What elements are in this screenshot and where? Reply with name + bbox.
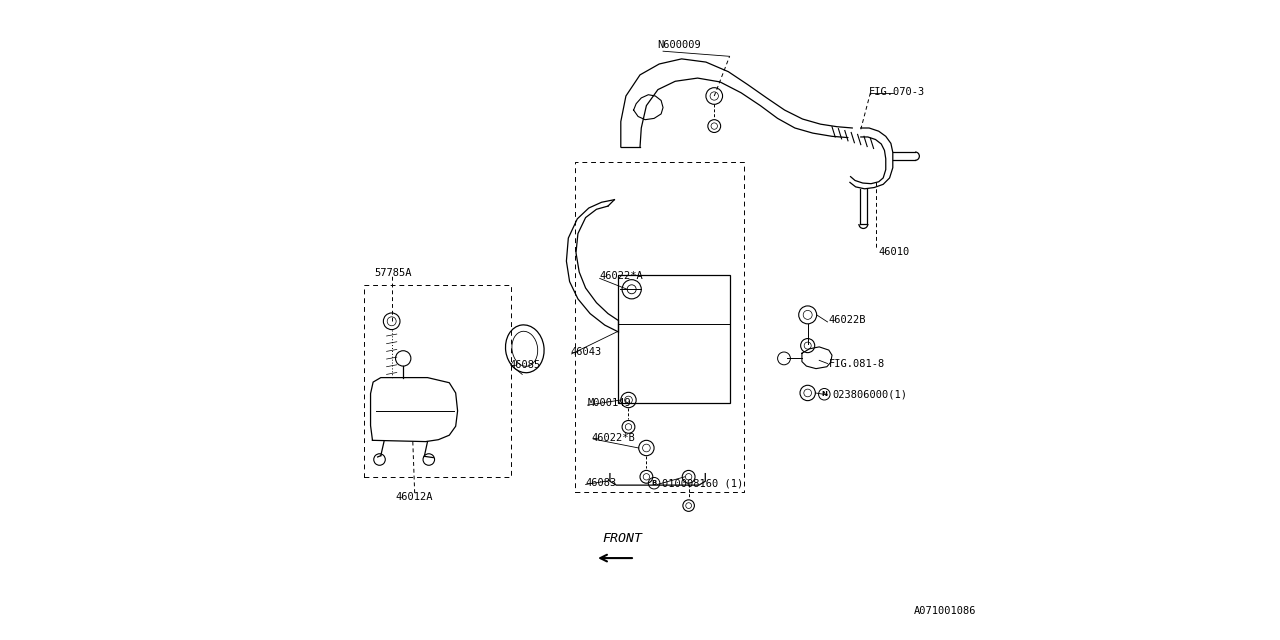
Text: 57785A: 57785A xyxy=(374,268,412,278)
Text: 46022*B: 46022*B xyxy=(591,433,635,443)
Text: A071001086: A071001086 xyxy=(914,605,977,616)
Text: FIG.070-3: FIG.070-3 xyxy=(869,86,924,97)
Text: 46012A: 46012A xyxy=(396,492,433,502)
Text: 46022*A: 46022*A xyxy=(599,271,643,282)
Text: 46085: 46085 xyxy=(509,360,540,370)
Text: 46083: 46083 xyxy=(585,478,616,488)
Text: 010008160 (1): 010008160 (1) xyxy=(662,478,742,488)
Text: N: N xyxy=(822,391,827,397)
Bar xyxy=(618,275,730,403)
Text: N600009: N600009 xyxy=(658,40,701,50)
Text: M000149: M000149 xyxy=(588,398,631,408)
Text: FRONT: FRONT xyxy=(602,532,643,545)
Text: 46043: 46043 xyxy=(571,347,602,357)
Text: 46022B: 46022B xyxy=(829,315,867,325)
Text: FIG.081-8: FIG.081-8 xyxy=(829,358,884,369)
Text: B: B xyxy=(652,480,657,486)
Text: 46010: 46010 xyxy=(878,246,909,257)
Text: 023806000(1): 023806000(1) xyxy=(832,389,908,399)
